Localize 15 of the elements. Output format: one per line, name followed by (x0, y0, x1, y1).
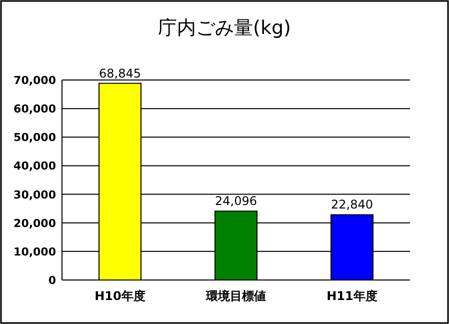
data-label: 24,096 (215, 194, 257, 208)
y-tick-label: 70,000 (14, 74, 56, 87)
y-tick-label: 50,000 (14, 131, 56, 144)
y-tick-label: 10,000 (14, 245, 56, 258)
y-tick-label: 40,000 (14, 160, 56, 173)
y-tick-label: 60,000 (14, 102, 56, 116)
y-tick-label: 0 (48, 274, 56, 287)
y-tick-label: 20,000 (14, 216, 56, 230)
data-label: 68,845 (99, 66, 141, 80)
x-tick-label: H10年度 (94, 289, 146, 303)
chart-title: 庁内ごみ量(kg) (158, 17, 291, 39)
y-tick-label: 30,000 (14, 188, 56, 202)
x-tick-label: H11年度 (326, 289, 378, 303)
x-tick-label: 環境目標値 (205, 289, 266, 303)
data-label: 22,840 (331, 198, 373, 212)
